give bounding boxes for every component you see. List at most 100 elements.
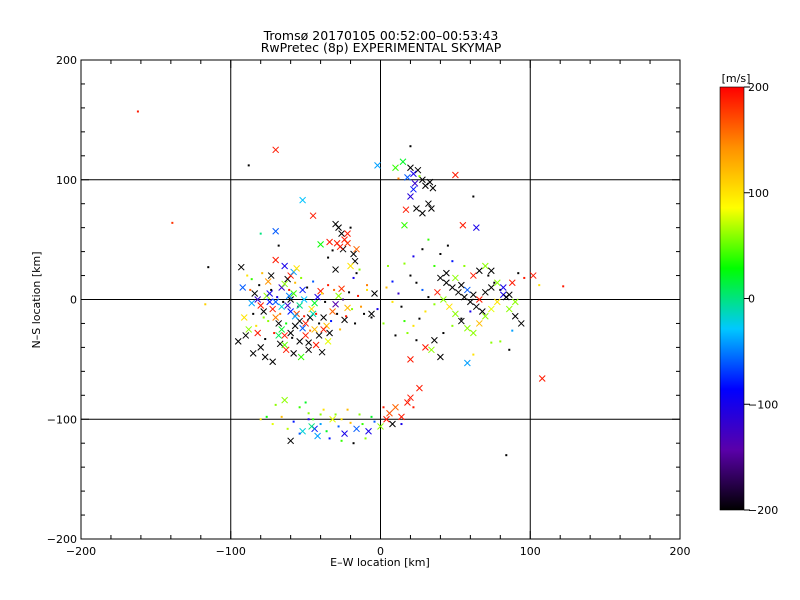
data-point-dot: [207, 266, 210, 269]
data-point-cross: [487, 284, 495, 291]
data-point-cross: [282, 346, 290, 354]
data-point-dot: [327, 256, 330, 259]
data-point-cross: [338, 230, 345, 237]
data-point-cross: [272, 298, 280, 306]
data-point-cross: [402, 206, 410, 214]
data-point-cross: [414, 166, 422, 174]
x-axis-label: E–W location [km]: [330, 556, 430, 569]
data-point-cross: [452, 274, 459, 282]
data-point-dot: [406, 332, 409, 335]
data-point-cross: [320, 314, 327, 321]
data-point-cross: [422, 344, 429, 351]
data-point-dot: [294, 281, 297, 284]
data-point-cross: [276, 340, 284, 348]
data-point-cross: [469, 329, 477, 337]
data-point-dot: [286, 427, 289, 430]
data-point-dot: [312, 418, 315, 421]
colorbar-tick-label: −200: [748, 504, 778, 517]
data-point-cross: [326, 238, 333, 246]
data-point-dot: [327, 284, 330, 287]
data-point-cross: [475, 320, 483, 327]
data-point-cross: [335, 292, 342, 300]
data-point-dot: [424, 310, 427, 313]
axis-ticks: −200−200 −100 −100 0 0 100 100 200 200: [47, 54, 691, 558]
data-point-dot: [472, 353, 475, 356]
data-point-cross: [389, 420, 396, 428]
data-point-cross: [257, 302, 265, 309]
colorbar-tick-label: 0: [748, 293, 755, 306]
data-point-dot: [351, 308, 354, 311]
data-point-cross: [469, 272, 477, 279]
y-tick-label: −200: [47, 533, 77, 546]
data-point-dot: [303, 315, 306, 318]
data-point-dot: [265, 415, 268, 418]
data-point-dot: [318, 322, 321, 325]
data-point-cross: [517, 320, 525, 327]
data-point-cross: [368, 310, 375, 318]
data-point-dot: [336, 312, 339, 315]
data-point-cross: [399, 158, 407, 166]
data-point-cross: [398, 413, 405, 421]
data-point-dot: [358, 268, 361, 271]
data-point-dot: [345, 315, 348, 318]
data-point-dot: [324, 300, 327, 303]
data-point-dot: [304, 401, 307, 404]
data-point-dot: [366, 288, 369, 291]
data-point-cross: [336, 243, 344, 251]
data-point-dot: [331, 249, 334, 252]
data-point-dot: [400, 423, 403, 426]
data-point-cross: [437, 353, 444, 361]
data-point-cross: [254, 296, 262, 303]
data-point-dot: [250, 278, 253, 281]
data-point-dot: [273, 332, 276, 335]
data-point-cross: [299, 196, 306, 204]
data-point-dot: [267, 320, 270, 323]
data-point-cross: [269, 305, 277, 313]
data-point-cross: [237, 263, 245, 271]
data-point-cross: [459, 221, 467, 229]
data-point-cross: [464, 359, 471, 367]
data-point-cross: [264, 278, 272, 285]
data-point-cross: [404, 174, 411, 181]
chart-title: Tromsø 20170105 00:52:00–00:53:43: [263, 28, 499, 43]
data-point-cross: [272, 314, 280, 321]
data-point-dot: [340, 439, 343, 442]
data-point-cross: [302, 332, 309, 339]
data-point-cross: [267, 272, 275, 279]
data-point-cross: [305, 346, 312, 354]
data-point-dot: [451, 324, 454, 327]
data-point-dot: [490, 341, 493, 344]
data-point-cross: [392, 403, 399, 411]
data-point-dot: [306, 286, 309, 289]
data-point-cross: [493, 298, 501, 306]
data-point-cross: [452, 310, 459, 318]
data-point-cross: [422, 182, 429, 190]
data-point-dot: [298, 406, 301, 409]
data-point-dot: [427, 238, 430, 241]
data-point-dot: [249, 288, 252, 291]
x-tick-label: −200: [66, 545, 96, 558]
data-point-cross: [299, 324, 306, 332]
data-point-dot: [382, 406, 385, 409]
data-point-cross: [344, 230, 351, 237]
data-point-dot: [433, 303, 436, 306]
colorbar-tick-label: 200: [748, 81, 769, 94]
data-point-cross: [466, 298, 474, 306]
data-point-dot: [322, 408, 325, 411]
data-point-cross: [475, 296, 483, 303]
y-tick-label: 100: [56, 174, 77, 187]
colorbar-label: [m/s]: [722, 72, 751, 85]
data-point-cross: [407, 394, 414, 402]
colorbar-tick-label: 100: [748, 187, 769, 200]
data-point-cross: [299, 286, 306, 294]
y-axis-label: N–S location [km]: [30, 251, 43, 348]
data-point-dot: [352, 442, 355, 445]
data-point-cross: [505, 291, 513, 299]
data-point-cross: [281, 396, 289, 404]
data-point-cross: [281, 341, 289, 349]
data-point-cross: [425, 200, 432, 208]
data-point-dot: [261, 272, 264, 275]
data-point-dot: [309, 329, 312, 332]
data-point-dot: [282, 300, 285, 303]
data-point-dot: [259, 232, 262, 235]
